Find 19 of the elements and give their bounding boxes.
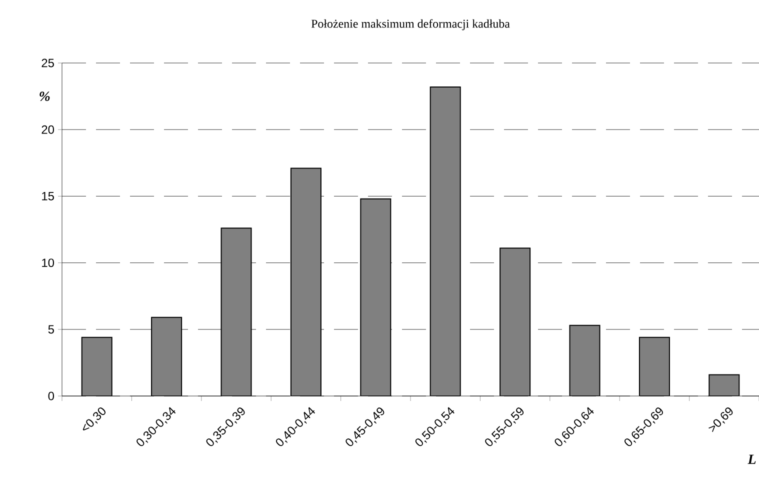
x-axis-title: L (748, 454, 756, 464)
y-tick-label: 5 (48, 325, 54, 334)
y-tick-label: 25 (42, 58, 54, 68)
y-tick-label: 15 (42, 192, 54, 200)
bar (430, 86, 461, 396)
y-tick-label: 0 (48, 392, 54, 400)
bar (569, 324, 600, 396)
bar (220, 228, 252, 396)
bar (638, 336, 670, 396)
bar (81, 336, 112, 396)
y-tick-label: 10 (42, 258, 54, 268)
chart-title: Położenie maksimum deformacji kadłuba (311, 19, 510, 30)
y-tick-label: 20 (42, 125, 54, 134)
bar (500, 248, 531, 396)
y-axis-title: % (40, 92, 50, 102)
bar (708, 374, 740, 396)
bar (360, 198, 392, 396)
bar (151, 316, 182, 396)
bar (290, 168, 322, 396)
